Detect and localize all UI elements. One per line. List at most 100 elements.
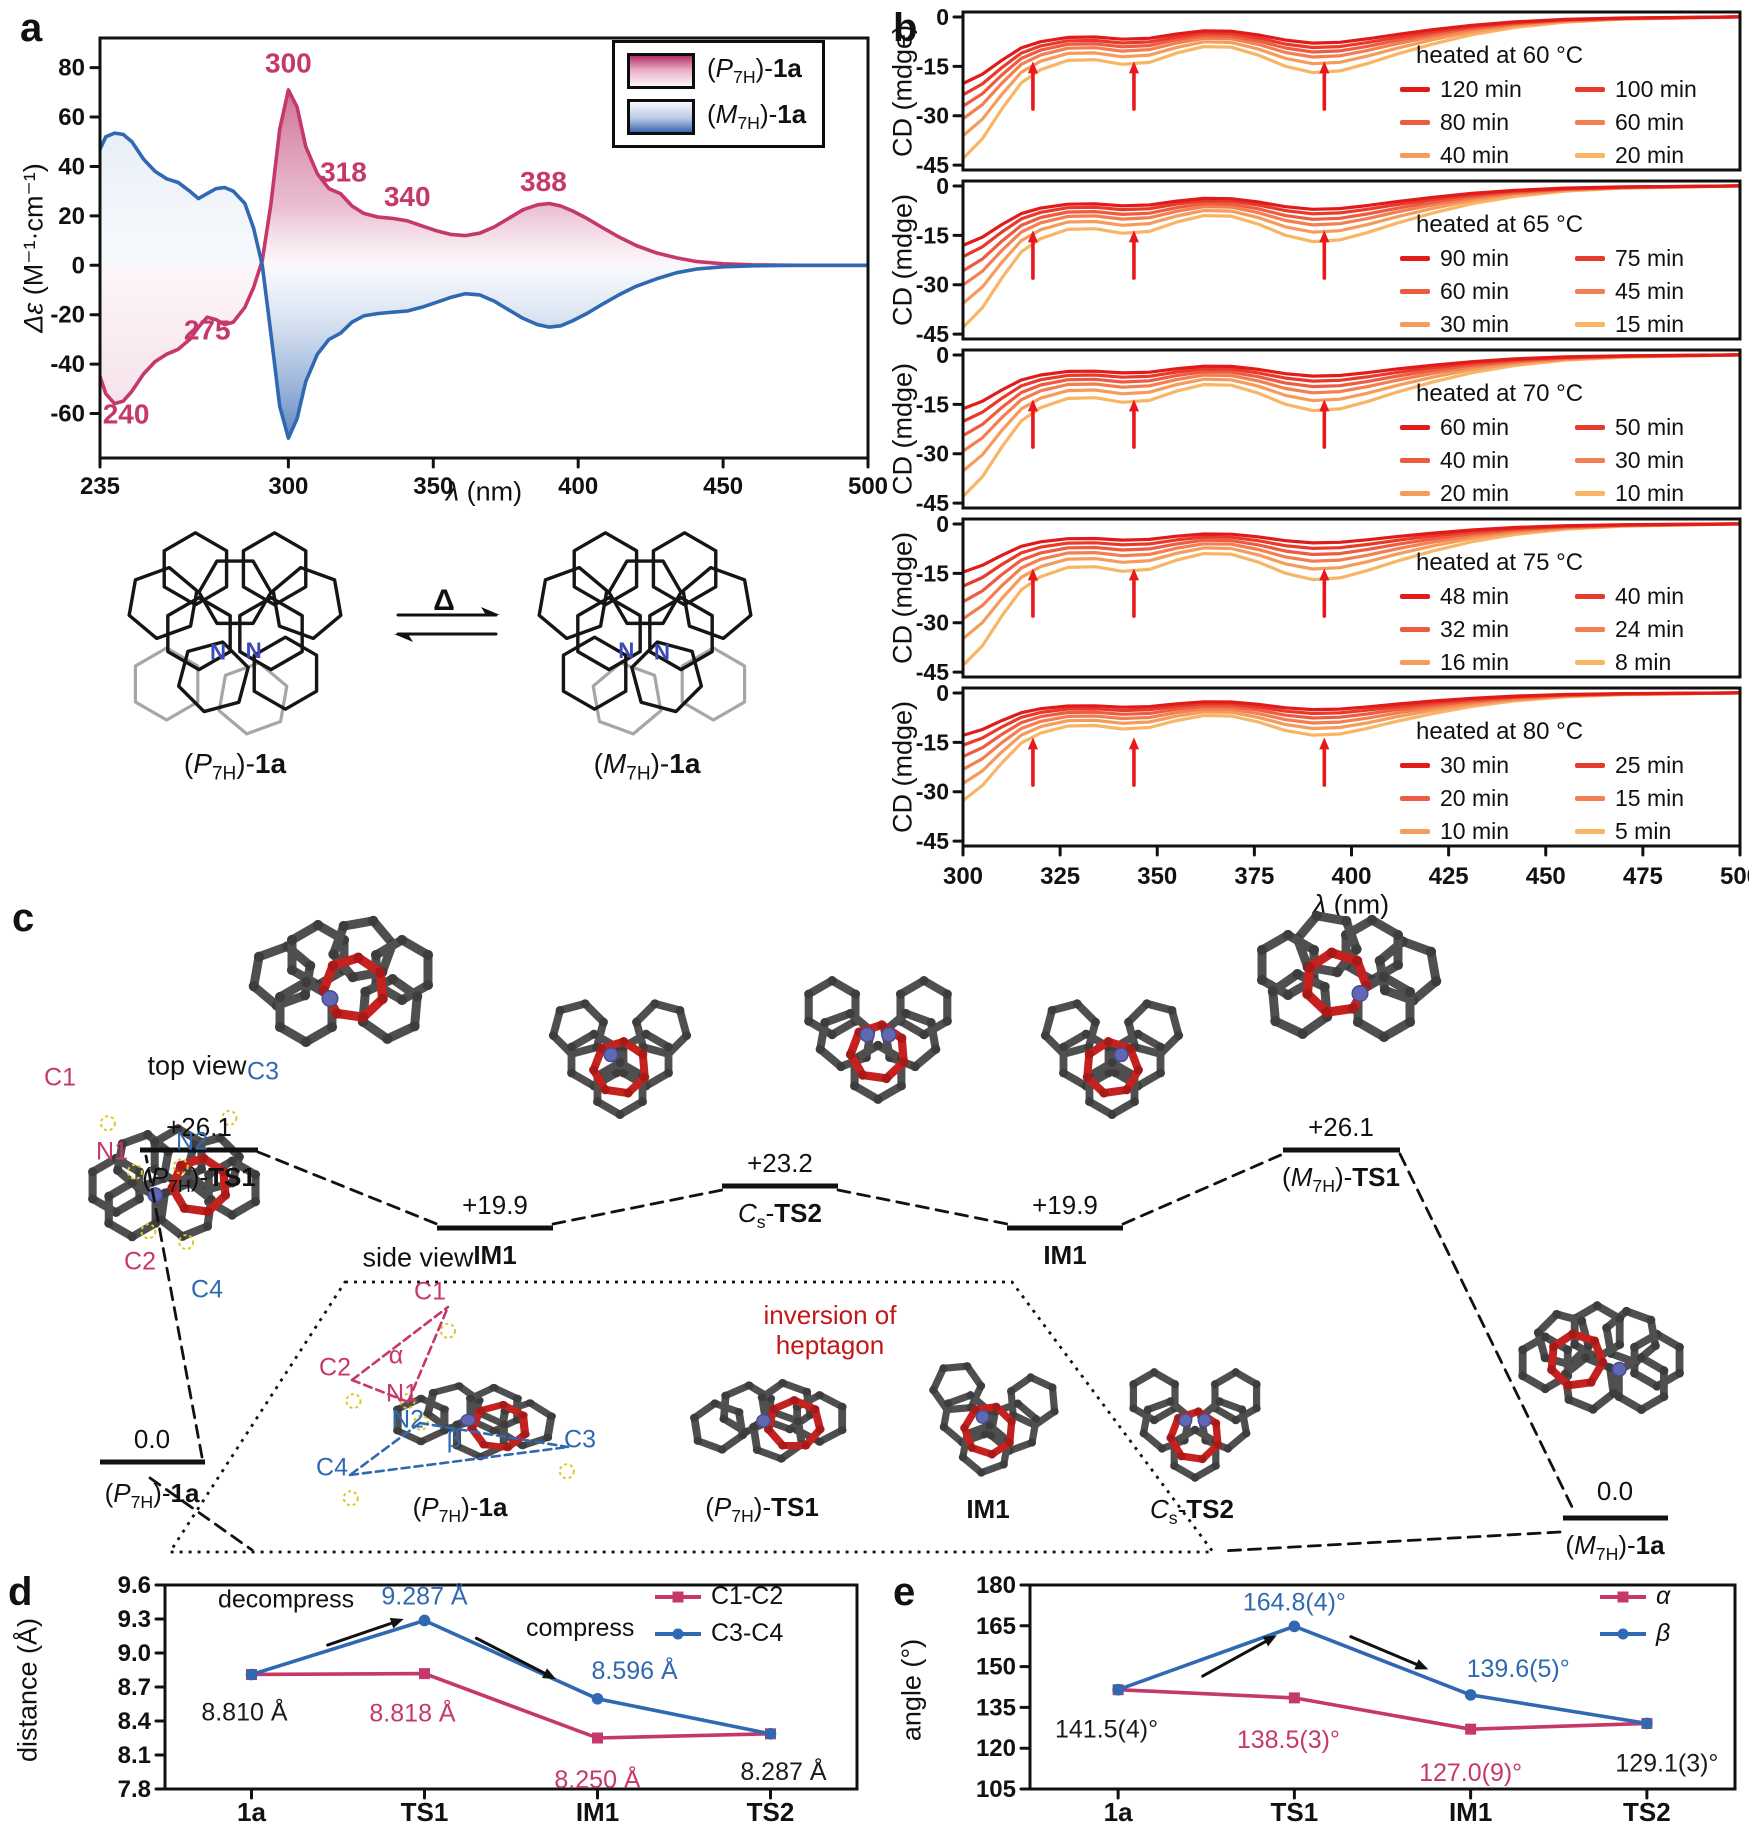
svg-text:-30: -30 <box>916 441 949 467</box>
kinetics-legend-entry: 80 min <box>1400 109 1575 136</box>
svg-text:N: N <box>654 640 670 665</box>
series-color-dash <box>1400 289 1430 294</box>
cd-spectrum-chart: 235 300 350 400 450 500 -60 -40 -20 0 20 40 60 80 300 3… <box>50 36 888 500</box>
series-label: 60 min <box>1615 109 1685 135</box>
series-color-dash <box>1400 491 1430 496</box>
kinetics-legend-75c: heated at 75 °C 48 min 40 min 32 min 24 min 1… <box>1400 549 1749 676</box>
legend-label: (M7H)-1a <box>707 99 807 134</box>
series-label: 20 min <box>1615 142 1685 168</box>
svg-text:0: 0 <box>936 511 949 537</box>
kinetics-legend-title: heated at 60 °C <box>1416 42 1584 69</box>
circle-marker <box>672 1628 684 1639</box>
energy-value: 0.0 <box>1596 1476 1634 1506</box>
kinetics-legend-title: heated at 65 °C <box>1416 211 1584 238</box>
series-label: 5 min <box>1615 818 1672 844</box>
series-color-dash <box>1575 87 1605 92</box>
kinetics-legend-entry: 15 min <box>1575 311 1745 338</box>
svg-text:8.250 Å: 8.250 Å <box>554 1764 641 1794</box>
atom-label-c4: C4 <box>191 1275 223 1304</box>
legend-entry: (M7H)-1a <box>627 99 806 135</box>
svg-text:235: 235 <box>80 473 120 500</box>
inset-state-name: IM1 <box>966 1494 1010 1524</box>
series-color-dash <box>1400 763 1430 768</box>
kinetics-legend-entry: 20 min <box>1575 142 1745 169</box>
series-color-dash <box>1400 322 1430 327</box>
kinetics-legend-entry: 60 min <box>1575 109 1745 136</box>
svg-text:-15: -15 <box>916 222 949 248</box>
svg-text:TS2: TS2 <box>747 1797 795 1827</box>
svg-text:325: 325 <box>1040 863 1080 890</box>
kinetics-legend-entry: 15 min <box>1575 785 1745 812</box>
top-view-label: top view <box>147 1050 247 1081</box>
kinetics-legend-entry: 100 min <box>1575 76 1745 103</box>
energy-value: +23.2 <box>747 1148 813 1178</box>
svg-text:141.5(4)°: 141.5(4)° <box>1055 1716 1158 1744</box>
kinetics-ylabel-4: CD (mdge) <box>887 531 918 665</box>
series-label: 32 min <box>1440 616 1510 642</box>
series-color-dash <box>1575 120 1605 125</box>
kinetics-legend-entry: 24 min <box>1575 616 1745 643</box>
kinetics-legend-grid: 120 min 100 min 80 min 60 min 40 min 20 min <box>1400 76 1749 169</box>
series-label: 80 min <box>1440 109 1510 135</box>
series-color-dash <box>1575 425 1605 430</box>
series-color-dash <box>1575 594 1605 599</box>
inset-state-name: Cs-TS2 <box>1150 1494 1234 1529</box>
svg-text:139.6(5)°: 139.6(5)° <box>1467 1655 1570 1683</box>
series-color-dash <box>1575 458 1605 463</box>
kinetics-legend-entry: 60 min <box>1400 414 1575 441</box>
side-view-label: side view <box>362 1242 474 1273</box>
molecule-label-m7h-1a: (M7H)-1a <box>593 748 701 785</box>
kinetics-legend-entry: 20 min <box>1400 480 1575 507</box>
svg-text:8.818 Å: 8.818 Å <box>369 1698 456 1728</box>
svg-text:150: 150 <box>976 1654 1016 1681</box>
angle-chart: 105 120 135 150 165 180 1a TS1 IM1 TS2 141.5(4)° 16… <box>976 1572 1737 1827</box>
svg-text:IM1: IM1 <box>576 1797 619 1827</box>
square-marker <box>672 1591 684 1602</box>
kinetics-legend-entry: 32 min <box>1400 616 1575 643</box>
svg-text:8.7: 8.7 <box>118 1674 151 1701</box>
series-color-line <box>655 1591 701 1602</box>
kinetics-legend-entry: 5 min <box>1575 818 1745 845</box>
series-color-dash <box>1400 458 1430 463</box>
panel-c-label: c <box>12 896 35 940</box>
series-label: 40 min <box>1440 142 1510 168</box>
panel-b-label: b <box>893 6 918 50</box>
kinetics-legend-65c: heated at 65 °C 90 min 75 min 60 min 45 min 3… <box>1400 211 1749 338</box>
kinetics-legend-entry: 20 min <box>1400 785 1575 812</box>
svg-text:500: 500 <box>1720 863 1749 890</box>
series-label: 30 min <box>1440 752 1510 778</box>
svg-text:450: 450 <box>703 473 743 500</box>
isomerization-scheme: N N NN <box>127 531 753 736</box>
inversion-annotation-line1: inversion of <box>763 1300 897 1330</box>
svg-text:-30: -30 <box>916 103 949 129</box>
svg-text:340: 340 <box>384 181 431 212</box>
svg-text:138.5(3)°: 138.5(3)° <box>1237 1726 1340 1754</box>
blue-gradient-swatch <box>627 99 695 135</box>
svg-text:-45: -45 <box>916 828 949 854</box>
svg-text:450: 450 <box>1526 863 1566 890</box>
legend-entry: C3-C4 <box>655 1619 783 1648</box>
svg-text:40: 40 <box>58 153 85 180</box>
panel-d-label: d <box>8 1570 33 1614</box>
svg-text:-30: -30 <box>916 272 949 298</box>
atom-label-c2: C2 <box>319 1353 351 1382</box>
kinetics-legend-entry: 45 min <box>1575 278 1745 305</box>
svg-text:105: 105 <box>976 1776 1016 1803</box>
series-color-dash <box>1400 120 1430 125</box>
series-label: β <box>1656 1619 1671 1647</box>
legend-entry: (P7H)-1a <box>627 53 806 89</box>
kinetics-legend-entry: 10 min <box>1575 480 1745 507</box>
series-label: 10 min <box>1615 480 1685 506</box>
panel-e-label: e <box>893 1570 916 1614</box>
svg-text:-45: -45 <box>916 152 949 178</box>
series-label: 100 min <box>1615 76 1697 102</box>
series-color-dash <box>1575 660 1605 665</box>
series-color-dash <box>1575 322 1605 327</box>
svg-text:8.287 Å: 8.287 Å <box>740 1756 827 1786</box>
kinetics-legend-entry: 75 min <box>1575 245 1745 272</box>
cd-spectrum-legend: (P7H)-1a (M7H)-1a <box>612 40 826 148</box>
atom-label-c1: C1 <box>44 1063 76 1092</box>
svg-text:-45: -45 <box>916 321 949 347</box>
svg-text:7.8: 7.8 <box>118 1776 151 1803</box>
